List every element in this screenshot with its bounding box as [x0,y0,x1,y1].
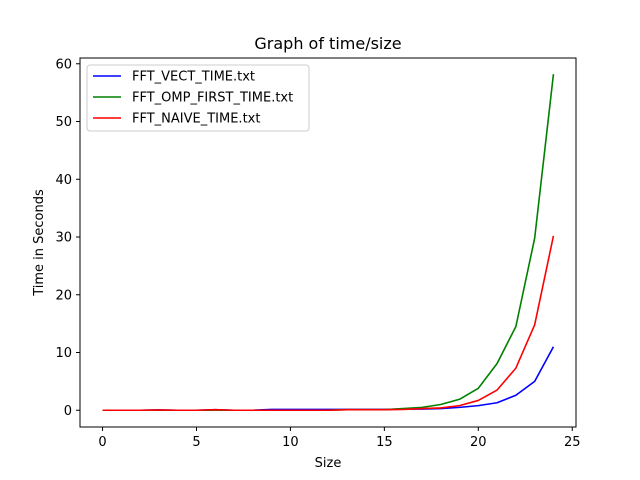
legend-box [86,64,310,132]
y-tick-label: 50 [55,115,72,130]
x-axis: 0 5 10 15 20 25 [98,427,581,450]
y-tick-label: 0 [64,404,72,419]
chart-title: Graph of time/size [254,34,401,53]
y-tick-label: 60 [55,57,72,72]
x-axis-label: Size [315,456,342,471]
y-tick-label: 10 [55,346,72,361]
legend: FFT_VECT_TIME.txt FFT_OMP_FIRST_TIME.txt F… [86,64,310,132]
plot-frame [79,57,577,428]
x-tick-label: 10 [282,435,299,450]
legend-entry-3: FFT_NAIVE_TIME.txt [132,112,260,127]
y-tick-label: 20 [55,288,72,303]
x-tick-label: 15 [376,435,393,450]
x-tick-label: 0 [98,435,106,450]
y-tick-label: 30 [55,231,72,246]
x-tick-label: 25 [564,435,581,450]
x-tick-label: 20 [470,435,487,450]
y-axis-label: Time in Seconds [32,189,47,297]
legend-entry-1: FFT_VECT_TIME.txt [132,70,255,85]
plot-lines [102,74,555,412]
x-tick-label: 5 [192,435,200,450]
y-tick-label: 40 [55,173,72,188]
series-line-3 [102,235,555,412]
y-axis: 0 10 20 30 40 50 60 [55,57,80,419]
legend-entry-2: FFT_OMP_FIRST_TIME.txt [132,91,293,106]
